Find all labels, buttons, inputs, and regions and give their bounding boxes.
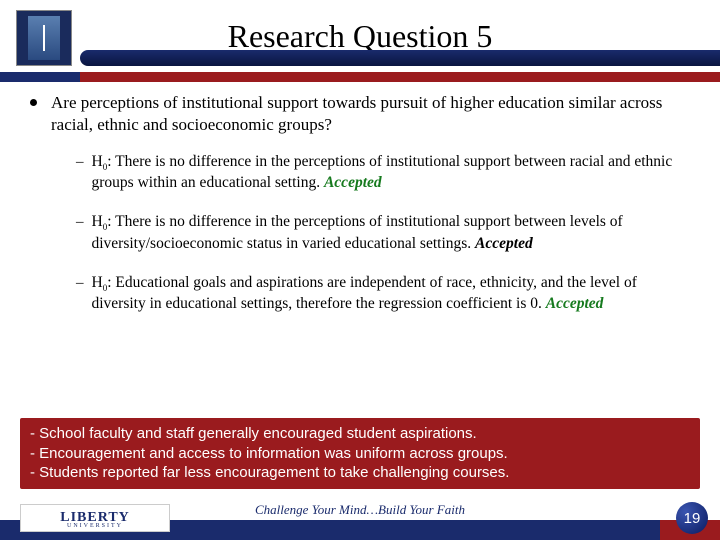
slide-footer: Challenge Your Mind…Build Your Faith LIB… bbox=[0, 500, 720, 540]
slide-title: Research Question 5 bbox=[0, 0, 720, 55]
title-underline-bar bbox=[80, 50, 720, 66]
slide-content: Are perceptions of institutional support… bbox=[30, 92, 690, 333]
hypothesis-item: – H0: There is no difference in the perc… bbox=[76, 212, 690, 254]
header-logo bbox=[16, 10, 72, 66]
page-number-badge: 19 bbox=[676, 502, 708, 534]
bullet-dot bbox=[30, 99, 37, 106]
slide-header: Research Question 5 bbox=[0, 0, 720, 76]
liberty-logo: LIBERTY UNIVERSITY bbox=[20, 504, 170, 532]
finding-line: - School faculty and staff generally enc… bbox=[30, 424, 690, 444]
finding-line: - Encouragement and access to informatio… bbox=[30, 444, 690, 464]
finding-line: - Students reported far less encourageme… bbox=[30, 463, 690, 483]
hypothesis-item: – H0: There is no difference in the perc… bbox=[76, 152, 690, 194]
hypothesis-list: – H0: There is no difference in the perc… bbox=[76, 152, 690, 314]
header-stripe bbox=[0, 72, 720, 82]
result-accepted: Accepted bbox=[475, 235, 533, 252]
hypothesis-item: – H0: Educational goals and aspirations … bbox=[76, 273, 690, 315]
findings-box: - School faculty and staff generally enc… bbox=[20, 418, 700, 489]
result-accepted: Accepted bbox=[324, 174, 382, 191]
result-accepted: Accepted bbox=[546, 295, 604, 312]
main-question-text: Are perceptions of institutional support… bbox=[51, 92, 690, 136]
main-question-bullet: Are perceptions of institutional support… bbox=[30, 92, 690, 136]
